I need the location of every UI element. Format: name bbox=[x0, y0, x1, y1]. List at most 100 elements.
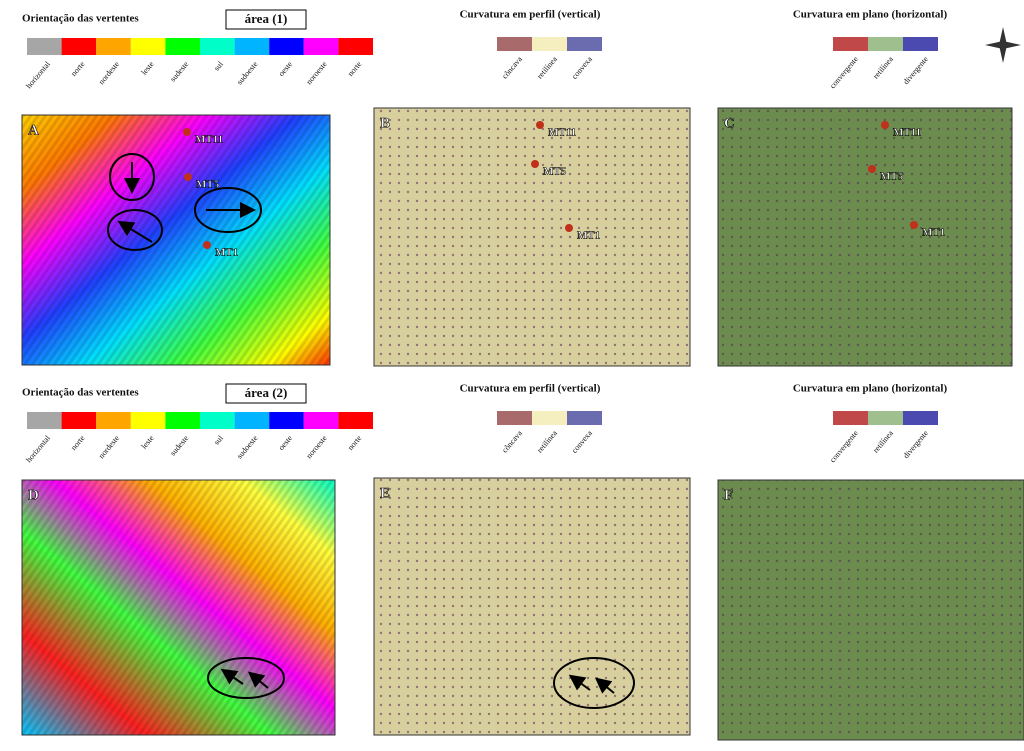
legend-swatch bbox=[903, 411, 938, 425]
point-marker bbox=[565, 224, 573, 232]
map-texture bbox=[22, 115, 330, 365]
legend-swatch bbox=[165, 412, 200, 429]
legend-label: leste bbox=[139, 433, 156, 450]
legend-swatch bbox=[62, 412, 97, 429]
panel-letter: A bbox=[28, 122, 39, 138]
legend-label: divergente bbox=[901, 428, 930, 460]
legend-swatch bbox=[200, 412, 235, 429]
legend-swatch bbox=[62, 38, 97, 55]
point-label: MT1 bbox=[922, 227, 945, 239]
legend-label: convexa bbox=[570, 54, 594, 81]
legend-swatch bbox=[833, 411, 868, 425]
panel-letter: C bbox=[724, 115, 735, 131]
legend-label: oeste bbox=[277, 59, 295, 78]
profile-title: Curvatura em perfil (vertical) bbox=[460, 383, 601, 395]
legend-label: norte bbox=[346, 59, 364, 78]
point-label: MT1 bbox=[577, 230, 600, 242]
legend-label: noroeste bbox=[304, 433, 329, 460]
map-texture bbox=[374, 478, 690, 735]
legend-label: retilínea bbox=[871, 428, 895, 454]
legend-label: oeste bbox=[277, 433, 295, 452]
plan-title: Curvatura em plano (horizontal) bbox=[793, 9, 948, 21]
legend-swatch bbox=[131, 412, 166, 429]
legend-label: sudoeste bbox=[235, 433, 260, 460]
legend-label: retilínea bbox=[535, 54, 559, 80]
legend-label: convergente bbox=[828, 428, 860, 464]
aspect-title: Orientação das vertentes bbox=[22, 387, 139, 399]
legend-label: horizontal bbox=[24, 59, 52, 90]
plan-title: Curvatura em plano (horizontal) bbox=[793, 383, 948, 395]
legend-label: nordeste bbox=[97, 433, 122, 460]
legend-swatch bbox=[532, 37, 567, 51]
legend-swatch bbox=[532, 411, 567, 425]
point-label: MT11 bbox=[195, 134, 223, 146]
legend-swatch bbox=[165, 38, 200, 55]
legend-swatch bbox=[235, 412, 270, 429]
map-texture bbox=[718, 480, 1024, 740]
point-marker bbox=[531, 160, 539, 168]
legend-swatch bbox=[868, 37, 903, 51]
point-label: MT11 bbox=[548, 127, 576, 139]
legend-swatch bbox=[497, 37, 532, 51]
legend-label: norte bbox=[346, 433, 364, 452]
legend-swatch bbox=[567, 37, 602, 51]
legend-swatch bbox=[269, 412, 304, 429]
legend-swatch bbox=[131, 38, 166, 55]
legend-swatch bbox=[304, 38, 339, 55]
point-marker bbox=[536, 121, 544, 129]
legend-swatch bbox=[27, 412, 62, 429]
panel-letter: D bbox=[28, 487, 39, 503]
legend-swatch bbox=[269, 38, 304, 55]
legend-label: sudeste bbox=[168, 433, 190, 457]
aspect-title: Orientação das vertentes bbox=[22, 13, 139, 25]
panel-letter: E bbox=[380, 485, 390, 501]
legend-label: noroeste bbox=[304, 59, 329, 86]
legend-label: convexa bbox=[570, 428, 594, 455]
point-marker bbox=[868, 165, 876, 173]
legend-swatch bbox=[304, 412, 339, 429]
legend-swatch bbox=[833, 37, 868, 51]
point-label: MT11 bbox=[893, 127, 921, 139]
legend-label: côncava bbox=[500, 428, 524, 454]
map-texture bbox=[22, 480, 335, 735]
north-arrow bbox=[985, 27, 1021, 63]
legend-label: leste bbox=[139, 59, 156, 76]
panel-letter: F bbox=[724, 487, 733, 503]
legend-swatch bbox=[27, 38, 62, 55]
legend-swatch bbox=[200, 38, 235, 55]
legend-label: sul bbox=[212, 59, 225, 73]
legend-swatch bbox=[96, 38, 131, 55]
point-label: MT5 bbox=[880, 171, 904, 183]
legend-swatch bbox=[96, 412, 131, 429]
legend-swatch bbox=[235, 38, 270, 55]
legend-swatch bbox=[338, 38, 373, 55]
point-label: MT1 bbox=[215, 247, 238, 259]
panel-letter: B bbox=[380, 115, 390, 131]
point-marker bbox=[881, 121, 889, 129]
legend-label: retilínea bbox=[535, 428, 559, 454]
figure: AMT11MT5MT1BMT11MT5MT1CMT11MT5MT1DEF Ori… bbox=[0, 0, 1024, 751]
legend-swatch bbox=[338, 412, 373, 429]
legend-swatch bbox=[868, 411, 903, 425]
point-marker bbox=[203, 241, 211, 249]
legend-swatch bbox=[903, 37, 938, 51]
legend-label: convergente bbox=[828, 54, 860, 90]
point-marker bbox=[910, 221, 918, 229]
map-texture bbox=[718, 108, 1012, 366]
legend-label: retilínea bbox=[871, 54, 895, 80]
legend-label: sudeste bbox=[168, 59, 190, 83]
point-marker bbox=[183, 128, 191, 136]
map-texture bbox=[374, 108, 690, 366]
point-label: MT5 bbox=[543, 166, 567, 178]
area-label: área (1) bbox=[245, 11, 288, 26]
area-label: área (2) bbox=[245, 385, 288, 400]
legend-label: divergente bbox=[901, 54, 930, 86]
point-marker bbox=[184, 173, 192, 181]
legend-swatch bbox=[497, 411, 532, 425]
legend-label: horizontal bbox=[24, 433, 52, 464]
legend-label: côncava bbox=[500, 54, 524, 80]
profile-title: Curvatura em perfil (vertical) bbox=[460, 9, 601, 21]
legend-label: nordeste bbox=[97, 59, 122, 86]
legend-swatch bbox=[567, 411, 602, 425]
legend-label: norte bbox=[69, 433, 87, 452]
